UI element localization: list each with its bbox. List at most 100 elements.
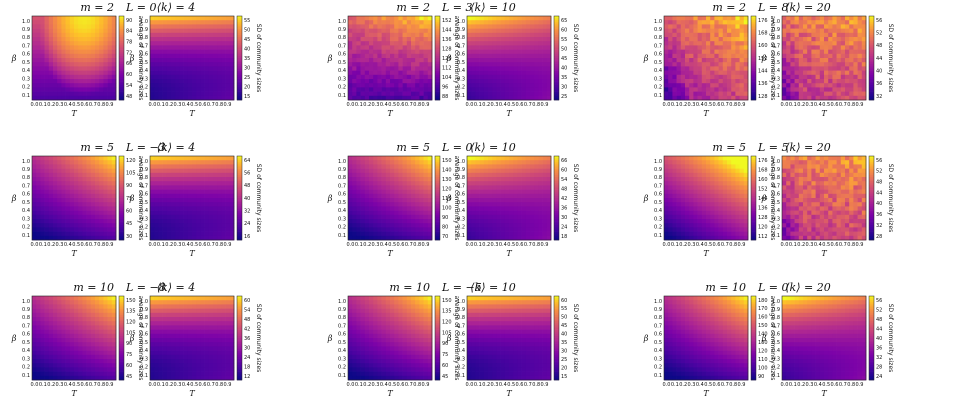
y-tick-label: 0.2: [654, 85, 662, 91]
heatmap-cell: [175, 28, 180, 34]
heatmap-cell: [204, 53, 210, 59]
heatmap-cell: [373, 53, 378, 59]
heatmap-cell: [794, 45, 800, 50]
heatmap-cell: [158, 37, 163, 42]
heatmap-cell: [107, 24, 113, 29]
heatmap-cell: [672, 41, 677, 46]
heatmap-cell: [467, 41, 472, 46]
heatmap-cell: [735, 66, 740, 71]
heatmap-cell: [394, 87, 399, 92]
colorbar-step: [869, 89, 874, 92]
heatmap-cell: [175, 223, 180, 228]
heatmap-cell: [373, 24, 378, 29]
heatmap-cell: [90, 58, 96, 63]
heatmap-cell: [150, 223, 155, 228]
colorbar-tick-label: 20: [244, 84, 250, 90]
heatmap-cell: [411, 206, 416, 211]
heatmap-cell: [40, 198, 45, 203]
heatmap-cell: [390, 181, 395, 186]
heatmap-cell: [517, 227, 522, 232]
heatmap-cell: [150, 53, 155, 59]
heatmap-cell: [95, 206, 100, 211]
heatmap-cell: [48, 87, 54, 92]
heatmap-cell: [419, 70, 424, 76]
heatmap-cell: [685, 214, 690, 220]
colorbar-step: [237, 79, 242, 82]
y-tick-label: 0.1: [338, 233, 346, 239]
heatmap-cell: [204, 185, 210, 190]
heatmap-cell: [427, 206, 433, 211]
heatmap-cell: [196, 227, 201, 232]
heatmap-cell: [74, 37, 79, 42]
heatmap-cell: [689, 45, 694, 50]
heatmap-cell: [398, 227, 403, 232]
heatmap-cell: [364, 198, 370, 203]
heatmap-cell: [542, 49, 548, 55]
heatmap-cell: [722, 53, 728, 59]
heatmap-cell: [86, 95, 92, 101]
heatmap-cell: [69, 210, 75, 216]
heatmap-cell: [521, 74, 527, 80]
y-tick-label: 0.5: [338, 60, 346, 66]
heatmap-cell: [352, 168, 357, 174]
heatmap-cell: [701, 202, 707, 207]
heatmap-cell: [710, 156, 715, 161]
heatmap-cell: [819, 95, 825, 101]
heatmap-cell: [171, 87, 176, 92]
colorbar-step: [554, 223, 559, 226]
heatmap-cell: [672, 227, 677, 232]
heatmap-cell: [739, 32, 745, 38]
heatmap-cell: [166, 24, 172, 29]
heatmap-cell: [53, 83, 58, 88]
heatmap-cell: [811, 37, 816, 42]
heatmap-cell: [402, 91, 408, 97]
colorbar-step: [237, 229, 242, 232]
heatmap-cell: [423, 219, 429, 224]
heatmap-cell: [179, 74, 184, 80]
heatmap-cell: [32, 32, 37, 38]
heatmap-cell: [229, 20, 235, 25]
colorbar-tick-label: 110: [442, 196, 452, 202]
heatmap-cell: [739, 45, 745, 50]
heatmap-cell: [415, 177, 420, 182]
heatmap-cell: [672, 62, 677, 67]
heatmap-cell: [369, 227, 374, 232]
colorbar-step: [751, 22, 756, 25]
heatmap-cell: [99, 95, 104, 101]
heatmap-cell: [158, 156, 163, 161]
heatmap-cell: [69, 45, 75, 50]
heatmap-cell: [710, 206, 715, 211]
heatmap-cell: [685, 181, 690, 186]
heatmap-cell: [154, 28, 159, 34]
heatmap-cell: [488, 24, 493, 29]
heatmap-cell: [672, 58, 677, 63]
colorbar-step: [119, 85, 124, 88]
heatmap-cell: [158, 219, 163, 224]
heatmap-cell: [183, 210, 189, 216]
heatmap-cell: [722, 16, 728, 21]
colorbar-step: [751, 18, 756, 21]
heatmap-cell: [36, 24, 41, 29]
colorbar-label: average of community sizes: [137, 16, 144, 101]
colorbar-step: [237, 210, 242, 213]
heatmap-cell: [360, 160, 366, 165]
heatmap-cell: [196, 66, 201, 71]
y-tick-label: 0.8: [22, 175, 30, 181]
heatmap-cell: [479, 16, 485, 21]
heatmap-cell: [61, 227, 66, 232]
heatmap-cell: [44, 172, 50, 178]
colorbar-step: [237, 53, 242, 57]
heatmap-cell: [162, 177, 168, 182]
colorbar-tick-label: 50: [561, 46, 567, 52]
heatmap-cell: [701, 156, 707, 161]
heatmap-cell: [381, 210, 387, 216]
heatmap-cell: [90, 206, 96, 211]
heatmap-cell: [423, 198, 429, 203]
heatmap-cell: [196, 37, 201, 42]
heatmap-cell: [65, 160, 71, 165]
heatmap-cell: [175, 87, 180, 92]
colorbar-step: [237, 20, 242, 23]
heatmap-cell: [807, 28, 812, 34]
colorbar-tick-label: 176: [758, 18, 768, 24]
